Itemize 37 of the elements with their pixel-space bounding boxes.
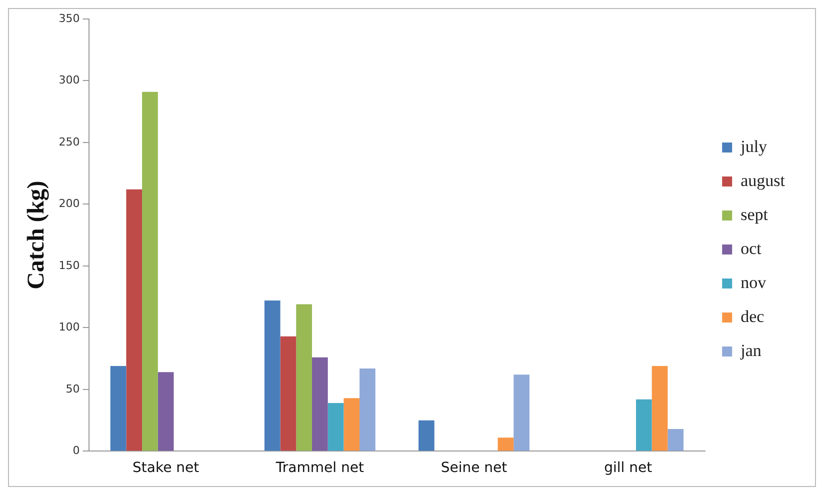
bar: [158, 372, 174, 451]
bar: [264, 300, 280, 451]
bar: [418, 420, 434, 451]
y-tick-label: 350: [58, 12, 80, 25]
bar: [668, 428, 684, 451]
x-tick-label: Stake net: [132, 460, 200, 476]
legend-label: sept: [740, 204, 768, 224]
y-tick-label: 0: [72, 444, 80, 458]
y-tick-label: 300: [58, 74, 80, 87]
bar: [498, 438, 514, 451]
bar: [360, 368, 376, 451]
y-tick-label: 150: [58, 258, 80, 272]
y-axis-title: Catch (kg): [24, 180, 50, 290]
bar: [312, 357, 328, 451]
bar: [636, 399, 652, 451]
bar: [142, 92, 158, 451]
y-tick-label: 250: [58, 135, 80, 148]
y-tick-label: 100: [58, 320, 80, 334]
bar: [110, 366, 126, 451]
bar: [344, 398, 360, 451]
legend-label: august: [740, 170, 786, 190]
bar: [126, 189, 142, 451]
bar: [652, 366, 668, 451]
bar: [280, 336, 296, 451]
bar: [296, 304, 312, 451]
legend-label: nov: [740, 272, 767, 292]
x-tick-label: gill net: [604, 460, 653, 476]
x-tick-label: Trammel net: [274, 460, 364, 476]
legend-label: july: [740, 136, 768, 156]
x-tick-label: Seine net: [440, 460, 508, 476]
y-tick-label: 50: [66, 382, 80, 396]
bar: [328, 403, 344, 451]
y-tick-label: 200: [58, 197, 80, 210]
legend-label: dec: [740, 306, 765, 326]
legend-label: jan: [740, 340, 762, 360]
bar: [514, 374, 530, 451]
legend-label: oct: [740, 238, 762, 258]
